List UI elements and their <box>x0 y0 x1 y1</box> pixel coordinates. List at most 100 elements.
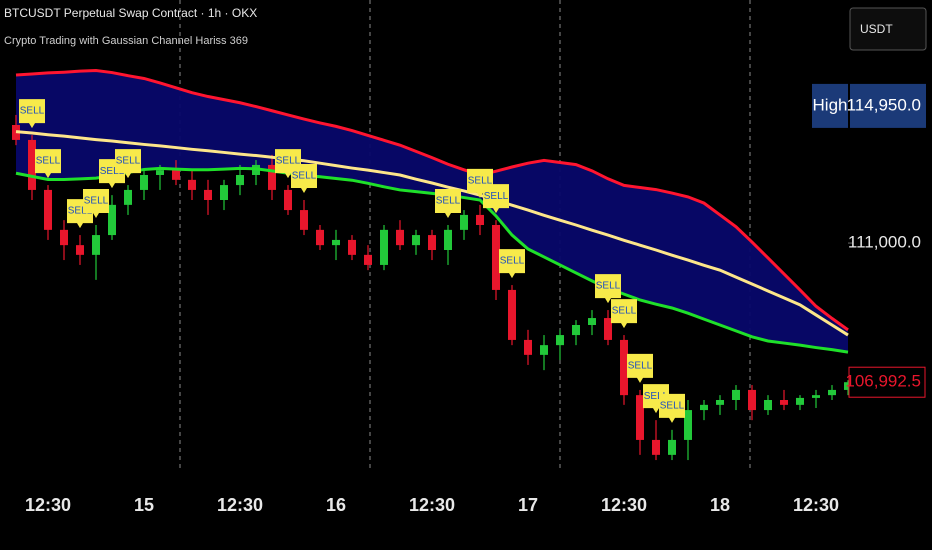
sell-signal: SELL <box>435 189 461 218</box>
candle-body <box>540 345 548 355</box>
candle-body <box>700 404 708 411</box>
candle-body <box>604 318 612 340</box>
candle-body <box>188 179 196 190</box>
x-tick-label: 12:30 <box>217 495 263 515</box>
candle-body <box>108 204 116 236</box>
signal-label: SELL <box>468 176 493 187</box>
candle-body <box>748 389 756 411</box>
signal-label: SELL <box>612 306 637 317</box>
candle-body <box>348 239 356 255</box>
signal-label: SELL <box>68 206 93 217</box>
signal-label: SELL <box>100 166 125 177</box>
indicator-name: Crypto Trading with Gaussian Channel Har… <box>4 35 248 47</box>
candle-body <box>524 339 532 355</box>
candle-body <box>652 439 660 455</box>
candle-body <box>172 170 180 180</box>
sell-signal: SELL <box>35 149 61 179</box>
x-tick-label: 16 <box>326 495 346 515</box>
signal-label: SELL <box>628 361 653 372</box>
candle-body <box>316 229 324 246</box>
candle-body <box>796 397 804 405</box>
chart-title: BTCUSDT Perpetual Swap Contract · 1h · O… <box>4 6 257 20</box>
candle-body <box>684 410 692 440</box>
candle-body <box>668 439 676 455</box>
candle-body <box>732 389 740 400</box>
channel-line <box>15 130 849 337</box>
signal-box <box>19 99 45 129</box>
candle-body <box>28 139 36 190</box>
x-tick-label: 17 <box>518 495 538 515</box>
channel-line <box>15 68 849 332</box>
channel-band <box>16 70 848 353</box>
x-tick-label: 18 <box>710 495 730 515</box>
signal-label: SELL <box>484 191 509 202</box>
candle-body <box>76 245 84 255</box>
currency-box[interactable] <box>849 7 927 51</box>
candle-body <box>780 400 788 405</box>
x-tick-label: 12:30 <box>25 495 71 515</box>
candle-body <box>812 395 820 398</box>
signal-box <box>499 249 525 279</box>
high-badge <box>812 83 848 128</box>
candle-body <box>476 214 484 225</box>
signal-label: SELL <box>596 281 621 292</box>
sell-signal: SELL <box>499 249 525 279</box>
signal-label: SELL <box>276 156 301 167</box>
signal-label: SELL <box>116 156 141 167</box>
high-value-box <box>850 83 926 128</box>
x-tick-label: 12:30 <box>793 495 839 515</box>
candle-body <box>396 229 404 246</box>
sell-signal: SELL <box>611 299 637 329</box>
candle-body <box>572 325 580 336</box>
candle-body <box>156 170 164 175</box>
candle-body <box>588 318 596 325</box>
candle-body <box>124 189 132 205</box>
candle-body <box>268 164 276 190</box>
candle-body <box>236 175 244 186</box>
signal-label: SELL <box>36 156 61 167</box>
candle-body <box>204 189 212 200</box>
signal-label: SELL <box>20 106 45 117</box>
x-tick-label: 12:30 <box>409 495 455 515</box>
signal-box <box>115 149 141 179</box>
sell-signal: SELL <box>19 99 45 129</box>
candle-body <box>508 289 516 340</box>
last-price-box <box>848 366 926 398</box>
signal-label: SELL <box>644 391 669 402</box>
candle-body <box>412 235 420 246</box>
signal-label: SELL <box>292 171 317 182</box>
candle-body <box>332 239 340 246</box>
signal-label: SELL <box>84 196 109 207</box>
signal-label: SELL <box>436 196 461 207</box>
x-tick-label: 15 <box>134 495 154 515</box>
currency[interactable]: USDT <box>860 22 893 36</box>
sell-signal: SELL <box>595 274 621 304</box>
signal-box <box>595 274 621 304</box>
candle-body <box>380 229 388 265</box>
signal-box <box>291 164 317 193</box>
high-name: High <box>813 95 848 114</box>
candle-body <box>844 382 852 390</box>
signal-label: SELL <box>500 256 525 267</box>
candle-body <box>140 175 148 190</box>
sell-signal: SELL <box>83 189 109 218</box>
candle-body <box>556 335 564 346</box>
sell-signal: SELL <box>115 149 141 179</box>
candle-body <box>60 229 68 246</box>
candle-body <box>220 185 228 200</box>
candle-body <box>828 389 836 396</box>
sell-signal: SELL <box>483 184 509 214</box>
high-value: 114,950.0 <box>847 95 921 114</box>
signal-box <box>35 149 61 179</box>
signal-box <box>435 189 461 218</box>
signal-box <box>483 184 509 214</box>
candle-body <box>444 229 452 250</box>
candle-body <box>364 254 372 265</box>
signal-box <box>83 189 109 218</box>
channel-line <box>15 166 849 354</box>
candle-body <box>620 339 628 396</box>
candle-body <box>428 235 436 250</box>
x-tick-label: 12:30 <box>601 495 647 515</box>
